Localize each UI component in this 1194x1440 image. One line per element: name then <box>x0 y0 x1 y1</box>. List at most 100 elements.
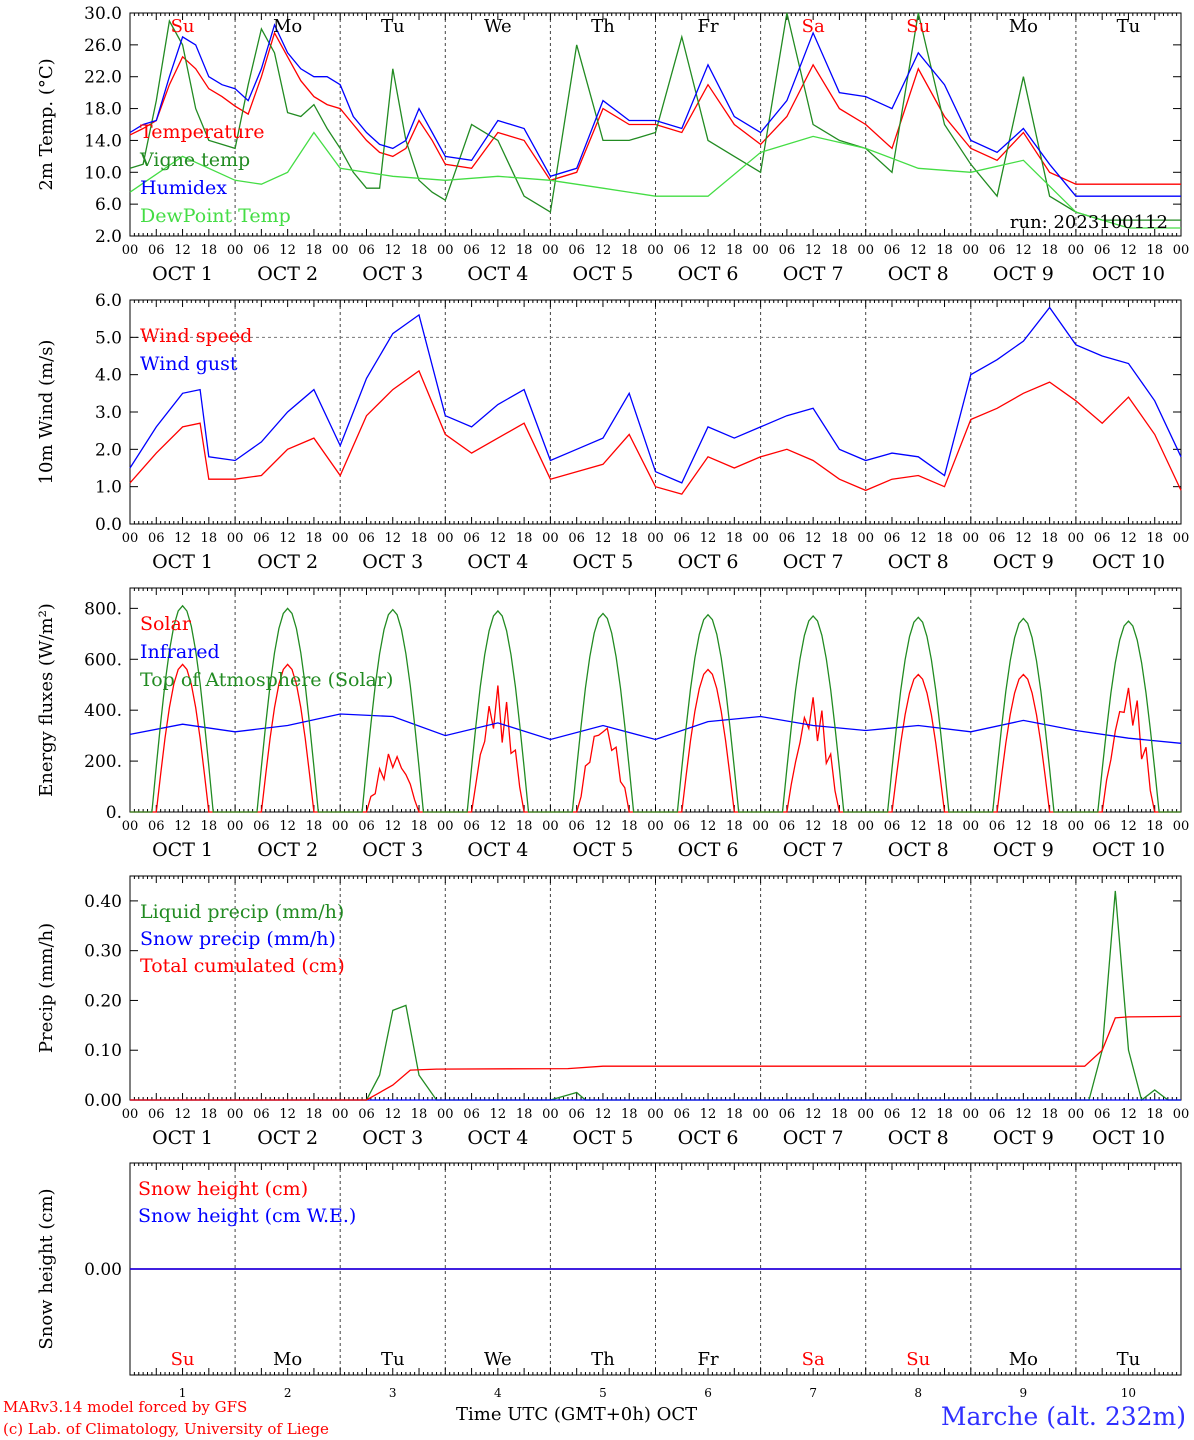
day-label: OCT 5 <box>572 551 633 573</box>
y-tick-label: 5.0 <box>95 328 122 348</box>
series-line <box>129 713 1182 744</box>
hour-tick-label: 12 <box>490 1107 507 1122</box>
y-tick-label: 200. <box>84 752 122 772</box>
hour-tick-label: 00 <box>647 531 664 546</box>
day-number: 3 <box>389 1386 397 1400</box>
hour-tick-label: 12 <box>805 819 822 834</box>
weekday-label: Su <box>171 1349 195 1370</box>
weekday-label: We <box>484 16 512 37</box>
hour-tick-label: 18 <box>1146 819 1163 834</box>
hour-tick-label: 18 <box>831 819 848 834</box>
hour-tick-label: 06 <box>779 1107 796 1122</box>
y-axis-label: 2m Temp. (°C) <box>36 58 57 190</box>
legend-entry: Wind speed <box>140 325 252 347</box>
hour-tick-label: 00 <box>647 1107 664 1122</box>
hour-tick-label: 12 <box>1120 1107 1137 1122</box>
hour-tick-label: 00 <box>752 531 769 546</box>
hour-tick-label: 06 <box>989 243 1006 258</box>
hour-tick-label: 12 <box>595 243 612 258</box>
hour-tick-label: 00 <box>1173 531 1190 546</box>
weekday-label: Mo <box>273 16 302 37</box>
day-label: OCT 1 <box>152 839 213 861</box>
legend-entry: Wind gust <box>140 353 238 375</box>
hour-tick-label: 12 <box>1015 243 1032 258</box>
hour-tick-label: 12 <box>595 531 612 546</box>
series-line <box>129 12 1181 221</box>
hour-tick-label: 18 <box>201 1107 218 1122</box>
hour-tick-label: 00 <box>542 819 559 834</box>
day-label: OCT 2 <box>257 263 318 285</box>
hour-tick-label: 06 <box>463 243 480 258</box>
y-tick-label: 600. <box>84 650 122 670</box>
weekday-label: We <box>484 1349 512 1370</box>
hour-tick-label: 00 <box>542 1107 559 1122</box>
legend-entry: Temperature <box>140 121 264 143</box>
hour-tick-label: 00 <box>122 531 139 546</box>
time-axis-label: Time UTC (GMT+0h) OCT <box>456 1404 698 1425</box>
y-tick-label: 2.0 <box>95 440 122 460</box>
hour-tick-label: 06 <box>884 819 901 834</box>
hour-tick-label: 00 <box>963 1107 980 1122</box>
hour-tick-label: 06 <box>989 1107 1006 1122</box>
y-tick-label: 400. <box>84 701 122 721</box>
panel-frame-2 <box>129 587 1182 813</box>
hour-tick-label: 18 <box>1146 1107 1163 1122</box>
hour-tick-label: 06 <box>1094 243 1111 258</box>
hour-tick-label: 12 <box>805 531 822 546</box>
y-tick-label: 22.0 <box>84 68 122 88</box>
hour-tick-label: 06 <box>989 531 1006 546</box>
hour-tick-label: 12 <box>700 819 717 834</box>
day-label: OCT 4 <box>467 839 528 861</box>
y-tick-label: 1.0 <box>95 478 122 498</box>
hour-tick-label: 12 <box>595 1107 612 1122</box>
day-label: OCT 5 <box>572 263 633 285</box>
hour-tick-label: 12 <box>805 243 822 258</box>
hour-tick-label: 00 <box>332 1107 349 1122</box>
weekday-label: Su <box>906 16 930 37</box>
hour-tick-label: 06 <box>148 1107 165 1122</box>
hour-tick-label: 12 <box>910 531 927 546</box>
hour-tick-label: 00 <box>752 1107 769 1122</box>
day-label: OCT 10 <box>1092 1127 1165 1149</box>
day-label: OCT 1 <box>152 263 213 285</box>
day-label: OCT 5 <box>572 839 633 861</box>
hour-tick-label: 06 <box>463 1107 480 1122</box>
day-label: OCT 3 <box>362 263 423 285</box>
hour-tick-label: 12 <box>805 1107 822 1122</box>
y-tick-label: 3.0 <box>95 403 122 423</box>
hour-tick-label: 18 <box>621 819 638 834</box>
hour-tick-label: 18 <box>621 531 638 546</box>
hour-tick-label: 18 <box>726 819 743 834</box>
y-tick-label: 0.00 <box>84 1091 122 1111</box>
hour-tick-label: 18 <box>936 1107 953 1122</box>
day-number: 9 <box>1020 1386 1028 1400</box>
hour-tick-label: 06 <box>674 819 691 834</box>
hour-tick-label: 06 <box>674 531 691 546</box>
hour-tick-label: 06 <box>253 531 270 546</box>
hour-tick-label: 18 <box>201 243 218 258</box>
day-number: 4 <box>494 1386 502 1400</box>
hour-tick-label: 18 <box>621 243 638 258</box>
day-number: 8 <box>914 1386 922 1400</box>
weekday-label: Mo <box>1009 16 1038 37</box>
weekday-label: Tu <box>381 1349 405 1370</box>
hour-tick-label: 18 <box>516 531 533 546</box>
hour-tick-label: 18 <box>306 819 323 834</box>
hour-tick-label: 06 <box>884 1107 901 1122</box>
hour-tick-label: 00 <box>332 243 349 258</box>
hour-tick-label: 00 <box>1068 243 1085 258</box>
hour-tick-label: 18 <box>726 1107 743 1122</box>
day-label: OCT 9 <box>993 839 1054 861</box>
hour-tick-label: 18 <box>831 531 848 546</box>
series-line <box>129 31 1181 185</box>
hour-tick-label: 00 <box>227 531 244 546</box>
hour-tick-label: 12 <box>490 531 507 546</box>
hour-tick-label: 00 <box>542 243 559 258</box>
station-label: Marche (alt. 232m) <box>940 1402 1186 1431</box>
weekday-label: Su <box>906 1349 930 1370</box>
y-tick-label: 6.0 <box>95 195 122 215</box>
hour-tick-label: 18 <box>516 819 533 834</box>
series-line <box>130 1015 1182 1101</box>
y-axis-label: Snow height (cm) <box>36 1188 57 1349</box>
y-tick-label: 0.0 <box>95 515 122 535</box>
